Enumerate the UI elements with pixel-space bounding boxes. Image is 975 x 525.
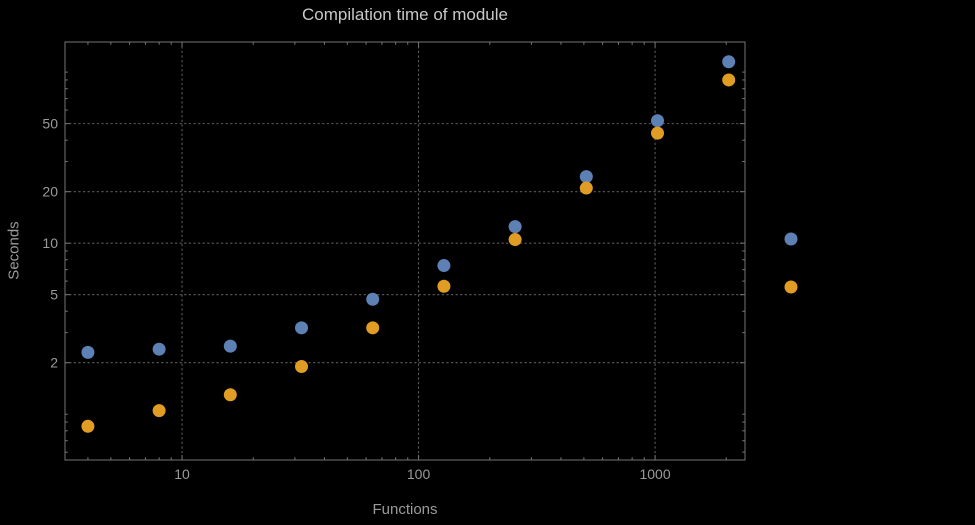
data-point-blue (295, 321, 309, 335)
x-tick-label: 10 (174, 466, 190, 482)
data-point-orange (508, 233, 522, 247)
data-point-orange (651, 126, 665, 140)
data-point-orange (366, 321, 380, 335)
data-point-blue (722, 55, 736, 69)
x-axis-label: Functions (372, 501, 438, 518)
chart-title: Compilation time of module (302, 5, 508, 24)
data-point-orange (223, 388, 237, 402)
data-point-blue (579, 170, 593, 184)
data-point-orange (722, 73, 736, 87)
plot-frame (64, 41, 746, 461)
data-point-orange (81, 419, 95, 433)
y-tick-label: 10 (42, 235, 58, 251)
data-point-orange (437, 279, 451, 293)
data-point-blue (508, 220, 522, 234)
y-tick-label: 50 (42, 116, 58, 132)
data-point-blue (437, 259, 451, 273)
y-axis-label: Seconds (5, 221, 23, 280)
y-tick-label: 20 (42, 184, 58, 200)
x-tick-label: 100 (407, 466, 431, 482)
y-tick-label: 2 (50, 355, 58, 371)
data-point-orange (295, 360, 309, 374)
legend-marker-2 (784, 280, 798, 294)
data-point-blue (152, 342, 166, 356)
x-tick-label: 1000 (639, 466, 670, 482)
data-point-blue (81, 345, 95, 359)
data-point-blue (366, 292, 380, 306)
legend-marker-1 (784, 232, 798, 246)
data-point-blue (651, 114, 665, 128)
data-point-blue (223, 339, 237, 353)
y-tick-label: 5 (50, 287, 58, 303)
data-point-orange (152, 404, 166, 418)
data-point-orange (579, 181, 593, 195)
